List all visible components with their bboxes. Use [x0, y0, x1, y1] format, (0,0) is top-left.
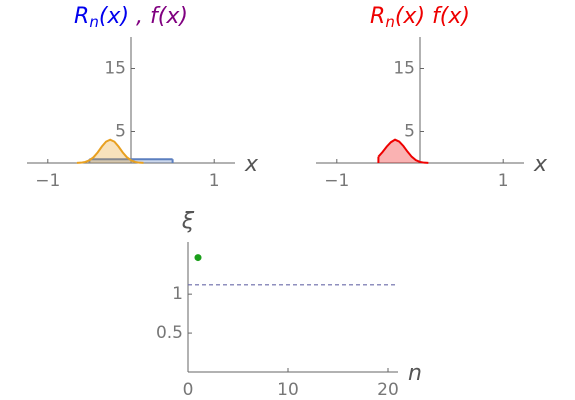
point — [194, 254, 202, 262]
title-part: (x) f(x) — [395, 4, 470, 29]
title-part: n — [89, 13, 99, 31]
x-axis-label: x — [533, 152, 548, 177]
area-fill — [378, 139, 429, 163]
x-tick-label: −1 — [324, 171, 349, 191]
title-part: R — [74, 4, 89, 29]
title-part: R — [370, 4, 385, 29]
area-line — [76, 138, 144, 164]
x-tick-label: −1 — [35, 171, 60, 191]
chart-title: Rn(x) , f(x) — [74, 4, 188, 31]
x-tick-label: 0 — [183, 380, 194, 400]
y-axis-label: ξ — [181, 209, 195, 234]
title-part: , — [129, 4, 150, 29]
x-tick-label: 20 — [377, 380, 399, 400]
x-tick-label: 10 — [277, 380, 299, 400]
area-fill — [76, 139, 144, 163]
x-tick-label: 1 — [209, 171, 220, 191]
y-tick-label: 5 — [115, 122, 126, 142]
y-tick-label: 0.5 — [156, 323, 183, 343]
x-tick-label: 1 — [498, 171, 509, 191]
title-part: f(x) — [150, 4, 188, 29]
title-part: n — [385, 13, 395, 31]
title-part: (x) — [99, 4, 129, 29]
y-tick-label: 5 — [404, 122, 415, 142]
x-axis-label: x — [244, 152, 259, 177]
area-line — [377, 138, 429, 164]
chart-title: Rn(x) f(x) — [370, 4, 470, 31]
y-tick-label: 15 — [104, 59, 126, 79]
x-axis-label: n — [408, 361, 422, 386]
y-tick-label: 15 — [393, 59, 415, 79]
y-tick-label: 1 — [172, 284, 183, 304]
